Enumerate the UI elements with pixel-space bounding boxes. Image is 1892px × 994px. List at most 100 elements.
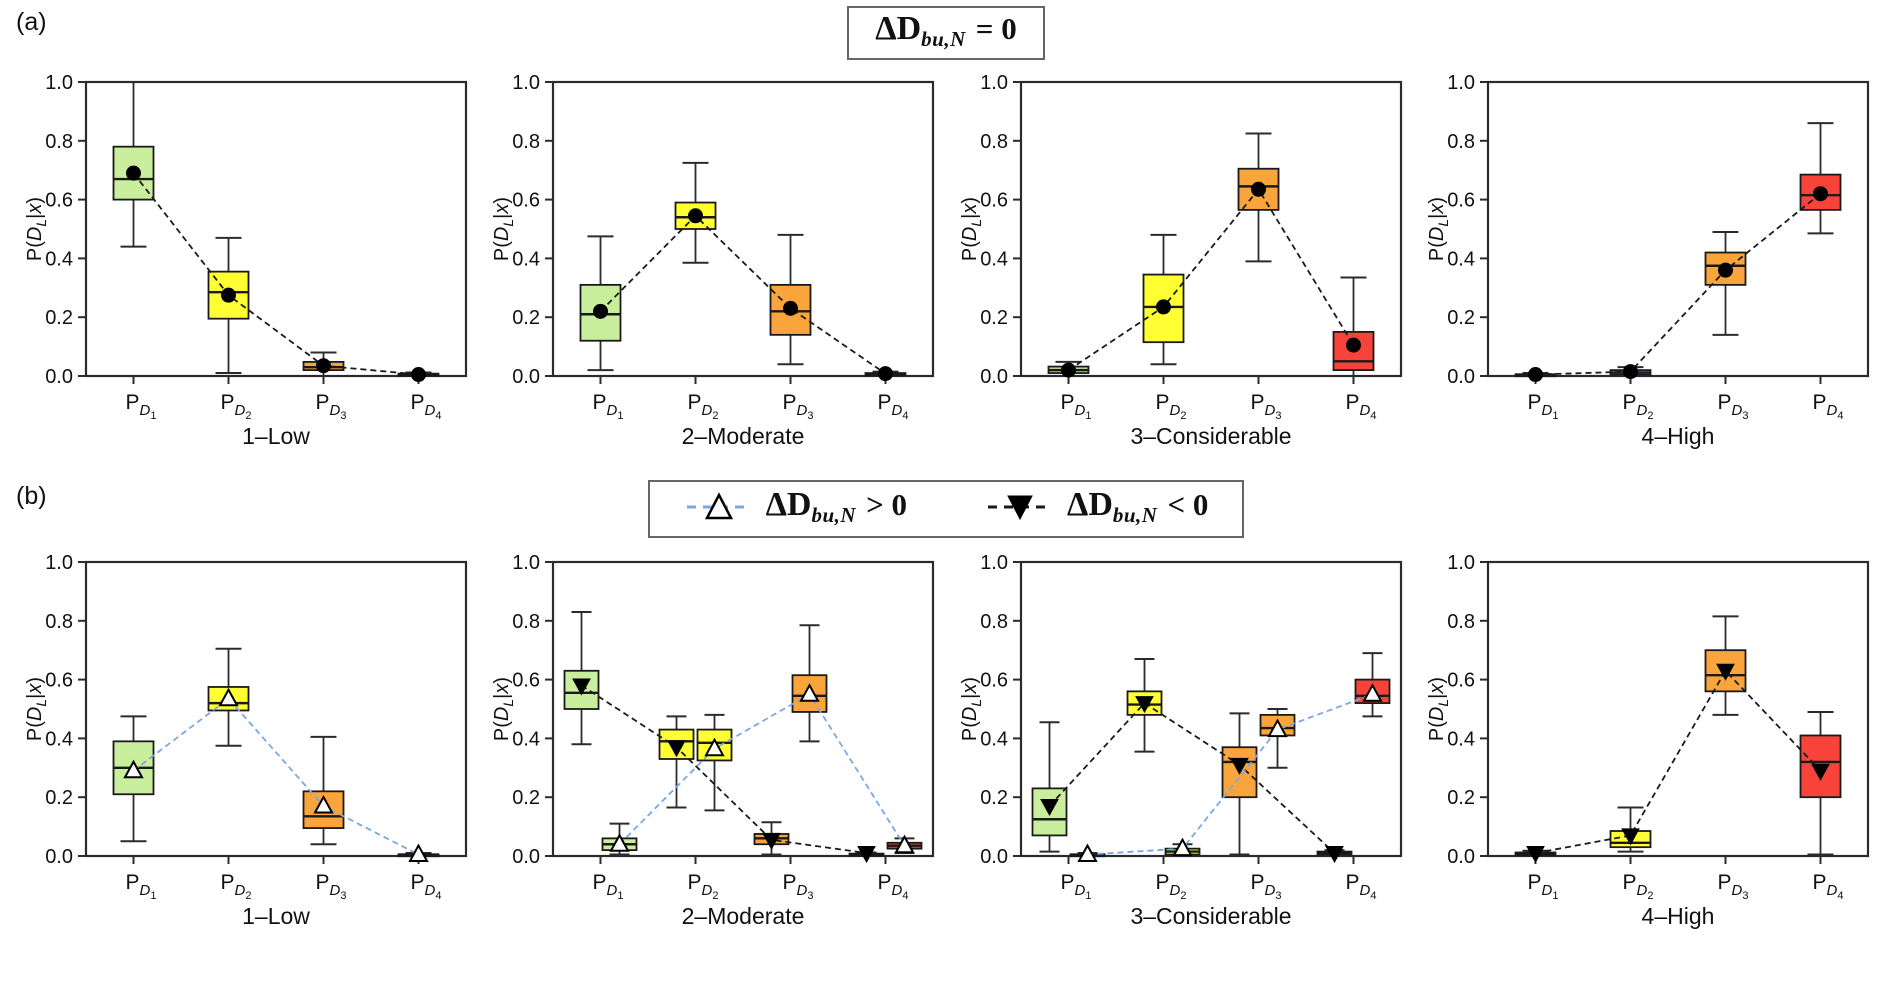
svg-text:1–Low: 1–Low [242,423,310,449]
svg-text:0.4: 0.4 [513,728,541,750]
svg-text:PD4: PD4 [878,391,909,422]
svg-text:1.0: 1.0 [513,552,541,574]
svg-text:PD2: PD2 [1155,871,1186,902]
svg-text:0.4: 0.4 [1447,248,1475,270]
legend-entry-positive: ΔDbu,N > 0 [684,486,907,528]
svg-text:0.6: 0.6 [45,670,73,692]
boxplot-a-4-high: 0.0 0.2 0.4 0.6 0.8 1.0 PD1 PD2 PD3 PD4 4–High P(DL… [1426,72,1870,449]
svg-text:0.6: 0.6 [980,670,1008,692]
panel-a-title-box: ΔDbu,N = 0 [847,6,1045,60]
charts-row-a: 0.0 0.2 0.4 0.6 0.8 1.0 PD1 PD2 PD3 PD4 1–Low P(DL|… [0,68,1892,460]
svg-text:PD3: PD3 [1717,391,1748,422]
svg-text:PD2: PD2 [221,391,252,422]
svg-text:0.2: 0.2 [980,787,1008,809]
svg-text:2–Moderate: 2–Moderate [682,423,805,449]
svg-text:1.0: 1.0 [45,552,73,574]
panel-a-header: (a) ΔDbu,N = 0 [0,0,1892,68]
legend-label-negative: ΔDbu,N < 0 [1067,486,1209,527]
svg-text:PD4: PD4 [411,871,442,902]
svg-text:PD3: PD3 [316,871,347,902]
svg-text:4–High: 4–High [1642,423,1715,449]
svg-text:0.8: 0.8 [45,131,73,153]
svg-text:0.0: 0.0 [1447,366,1475,388]
svg-text:0.0: 0.0 [1447,846,1475,868]
svg-text:3–Considerable: 3–Considerable [1130,423,1291,449]
svg-text:0.4: 0.4 [513,248,541,270]
svg-text:0.0: 0.0 [45,366,73,388]
panel-a-title-relation: = 0 [975,11,1017,46]
boxplot-a-1-low: 0.0 0.2 0.4 0.6 0.8 1.0 PD1 PD2 PD3 PD4 1–Low P(DL|… [24,72,468,449]
svg-text:0.4: 0.4 [45,248,73,270]
svg-text:0.2: 0.2 [980,307,1008,329]
svg-text:PD3: PD3 [783,391,814,422]
svg-text:0.2: 0.2 [45,787,73,809]
svg-text:0.6: 0.6 [1447,190,1475,212]
svg-text:PD1: PD1 [1060,871,1091,902]
panel-a-title-main: ΔD [875,10,922,47]
svg-text:0.4: 0.4 [45,728,73,750]
legend-entry-negative: ΔDbu,N < 0 [985,486,1208,528]
svg-text:0.8: 0.8 [45,611,73,633]
svg-text:PD3: PD3 [1250,871,1281,902]
svg-text:PD1: PD1 [593,871,624,902]
svg-text:0.8: 0.8 [980,611,1008,633]
svg-text:P(DL|x): P(DL|x) [24,677,49,741]
svg-text:PD1: PD1 [1060,391,1091,422]
boxplot-b-1-low: 0.0 0.2 0.4 0.6 0.8 1.0 PD1 PD2 PD3 PD4 1–Low P(DL|… [24,552,468,929]
svg-text:0.2: 0.2 [1447,787,1475,809]
svg-text:PD4: PD4 [878,871,909,902]
boxplot-a-2-moderate: 0.0 0.2 0.4 0.6 0.8 1.0 PD1 PD2 PD3 PD4 2–Moderate… [491,72,935,449]
svg-text:PD3: PD3 [316,391,347,422]
svg-text:0.2: 0.2 [513,307,541,329]
svg-text:PD4: PD4 [1345,391,1376,422]
svg-text:0.8: 0.8 [980,131,1008,153]
panel-b-label: (b) [16,482,47,510]
boxplot-a-3-considerable: 0.0 0.2 0.4 0.6 0.8 1.0 PD1 PD2 PD3 PD4 3–Consider… [959,72,1402,449]
svg-text:0.6: 0.6 [513,670,541,692]
svg-text:PD2: PD2 [1622,871,1653,902]
svg-text:PD2: PD2 [221,871,252,902]
svg-text:0.8: 0.8 [1447,611,1475,633]
svg-text:1.0: 1.0 [980,552,1008,574]
svg-text:0.2: 0.2 [513,787,541,809]
svg-text:PD4: PD4 [1812,871,1843,902]
svg-text:PD1: PD1 [1527,391,1558,422]
svg-text:4–High: 4–High [1642,903,1715,929]
svg-text:1–Low: 1–Low [242,903,310,929]
svg-text:PD1: PD1 [126,871,157,902]
svg-text:0.2: 0.2 [1447,307,1475,329]
svg-text:P(DL|x): P(DL|x) [1426,677,1451,741]
svg-text:1.0: 1.0 [45,72,73,94]
boxplot-b-4-high: 0.0 0.2 0.4 0.6 0.8 1.0 PD1 PD2 PD3 PD4 4–High P(DL… [1426,552,1870,929]
svg-text:PD1: PD1 [1527,871,1558,902]
svg-text:0.4: 0.4 [1447,728,1475,750]
svg-text:PD4: PD4 [1345,871,1376,902]
boxplot-b-3-considerable: 0.0 0.2 0.4 0.6 0.8 1.0 PD1 PD2 PD3 PD4 3–Consider… [959,552,1402,929]
panel-b-header: (b) ΔDbu,N > 0 ΔDbu,N < 0 [0,474,1892,548]
svg-text:0.0: 0.0 [980,846,1008,868]
svg-text:1.0: 1.0 [980,72,1008,94]
svg-text:2–Moderate: 2–Moderate [682,903,805,929]
svg-text:0.0: 0.0 [45,846,73,868]
svg-text:0.2: 0.2 [45,307,73,329]
svg-text:P(DL|x): P(DL|x) [959,197,984,261]
svg-text:P(DL|x): P(DL|x) [24,197,49,261]
legend-box: ΔDbu,N > 0 ΔDbu,N < 0 [647,480,1245,538]
svg-text:0.6: 0.6 [513,190,541,212]
svg-text:0.6: 0.6 [1447,670,1475,692]
svg-text:P(DL|x): P(DL|x) [491,677,516,741]
svg-text:PD1: PD1 [126,391,157,422]
panel-a-title-sub: bu,N [921,27,966,51]
panel-a-label: (a) [16,8,47,36]
svg-text:P(DL|x): P(DL|x) [491,197,516,261]
svg-text:PD4: PD4 [411,391,442,422]
svg-text:1.0: 1.0 [1447,72,1475,94]
svg-text:PD4: PD4 [1812,391,1843,422]
svg-text:PD3: PD3 [783,871,814,902]
svg-text:3–Considerable: 3–Considerable [1130,903,1291,929]
svg-text:PD2: PD2 [688,871,719,902]
svg-text:0.6: 0.6 [45,190,73,212]
svg-text:0.4: 0.4 [980,248,1008,270]
svg-text:0.6: 0.6 [980,190,1008,212]
